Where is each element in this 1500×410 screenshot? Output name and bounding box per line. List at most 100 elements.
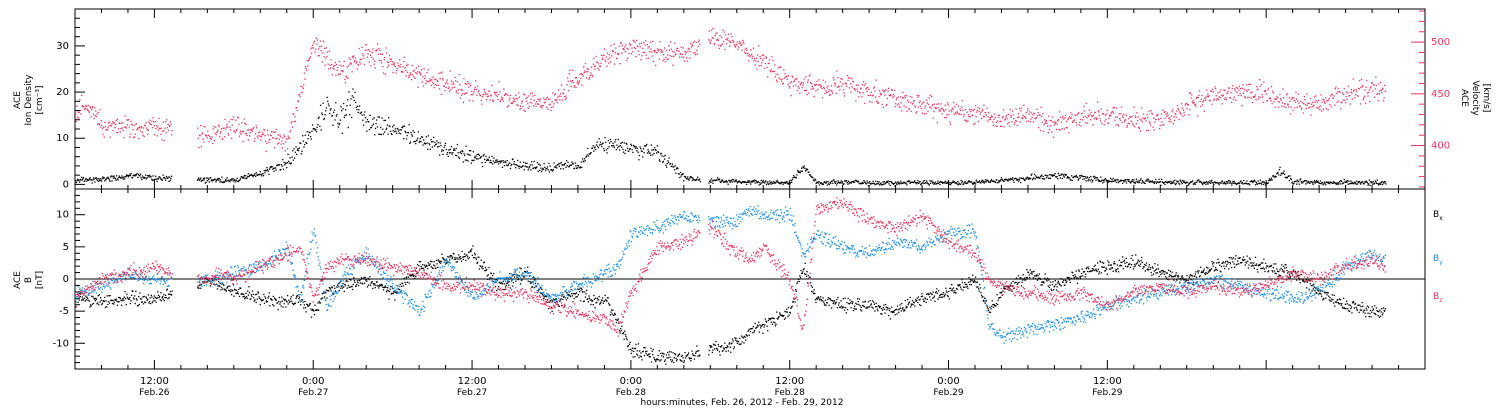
- velocity-point: [512, 101, 514, 103]
- velocity-point: [1185, 102, 1188, 105]
- density-point: [1094, 177, 1096, 180]
- density-point: [1206, 182, 1208, 184]
- density-point: [405, 138, 408, 140]
- velocity-point: [1289, 100, 1291, 102]
- density-point: [350, 98, 352, 100]
- velocity-point: [904, 97, 906, 99]
- density-point: [442, 149, 445, 152]
- density-point: [758, 184, 760, 186]
- velocity-point: [402, 66, 404, 68]
- density-point: [1259, 179, 1261, 181]
- density-point: [1129, 182, 1132, 184]
- density-point: [1378, 184, 1380, 186]
- density-point: [955, 182, 958, 184]
- density-point: [258, 174, 260, 176]
- Bx-point: [108, 295, 110, 297]
- velocity-point: [278, 142, 280, 144]
- velocity-point: [1162, 109, 1164, 111]
- density-point: [404, 130, 406, 133]
- velocity-point: [1325, 108, 1327, 110]
- Bx-point: [349, 286, 351, 288]
- density-point: [207, 177, 209, 179]
- density-point: [224, 180, 226, 182]
- density-point: [1320, 183, 1322, 185]
- velocity-point: [167, 129, 170, 132]
- velocity-point: [1045, 120, 1048, 122]
- density-point: [653, 152, 655, 155]
- velocity-point: [1044, 119, 1046, 121]
- density-point: [396, 132, 398, 134]
- density-point: [641, 150, 643, 153]
- velocity-point: [325, 57, 327, 59]
- velocity-point: [1060, 121, 1062, 123]
- Bx-point: [111, 302, 114, 305]
- Bx-point: [431, 261, 433, 263]
- velocity-point: [207, 130, 209, 132]
- Bx-point: [405, 283, 407, 285]
- density-point: [877, 181, 879, 183]
- velocity-point: [1324, 102, 1326, 104]
- density-point: [1385, 183, 1387, 185]
- velocity-point: [281, 147, 283, 149]
- density-point: [1157, 181, 1159, 183]
- velocity-point: [438, 88, 441, 90]
- velocity-point: [229, 126, 231, 128]
- density-point: [801, 167, 803, 169]
- density-point: [965, 182, 967, 185]
- velocity-point: [559, 99, 561, 101]
- velocity-point: [686, 60, 688, 62]
- velocity-point: [572, 69, 574, 71]
- velocity-point: [1098, 114, 1101, 117]
- velocity-point: [1057, 120, 1059, 122]
- density-point: [1013, 181, 1015, 183]
- density-point: [462, 161, 465, 163]
- velocity-point: [1065, 126, 1067, 129]
- density-point: [197, 178, 199, 180]
- velocity-point: [1164, 111, 1167, 113]
- velocity-point: [1101, 122, 1103, 125]
- velocity-point: [1355, 89, 1357, 91]
- density-point: [595, 144, 598, 146]
- Bx-point: [437, 266, 439, 268]
- density-point: [131, 177, 134, 179]
- velocity-point: [502, 97, 504, 99]
- velocity-point: [755, 57, 758, 59]
- velocity-point: [469, 83, 471, 85]
- density-point: [1296, 183, 1298, 185]
- velocity-point: [302, 87, 304, 90]
- velocity-point: [400, 71, 403, 73]
- density-point: [91, 182, 93, 184]
- Bx-point: [234, 288, 236, 290]
- velocity-point: [995, 121, 998, 123]
- velocity-point: [349, 63, 351, 65]
- velocity-point: [1302, 112, 1304, 114]
- Bx-point: [343, 286, 345, 288]
- Bx-point: [95, 297, 97, 299]
- Bx-point: [161, 297, 163, 299]
- density-point: [1305, 183, 1307, 185]
- density-point: [1064, 173, 1066, 175]
- density-point: [282, 168, 285, 170]
- velocity-point: [674, 54, 677, 56]
- velocity-point: [1189, 92, 1192, 94]
- density-point: [587, 155, 590, 157]
- velocity-point: [1137, 116, 1139, 118]
- velocity-point: [254, 133, 257, 135]
- density-point: [679, 171, 682, 174]
- velocity-point: [87, 104, 89, 106]
- velocity-point: [503, 94, 506, 96]
- density-point: [1050, 174, 1052, 176]
- velocity-point: [957, 112, 959, 114]
- density-point: [497, 161, 499, 163]
- density-point: [1138, 180, 1140, 182]
- density-point: [1066, 177, 1068, 179]
- velocity-point: [670, 48, 672, 50]
- density-point: [329, 109, 332, 111]
- Bx-point: [217, 280, 220, 283]
- velocity-point: [990, 116, 992, 119]
- density-point: [1114, 179, 1116, 181]
- velocity-point: [1333, 95, 1335, 97]
- density-point: [1079, 177, 1081, 179]
- velocity-point: [781, 78, 783, 80]
- velocity-point: [292, 113, 294, 115]
